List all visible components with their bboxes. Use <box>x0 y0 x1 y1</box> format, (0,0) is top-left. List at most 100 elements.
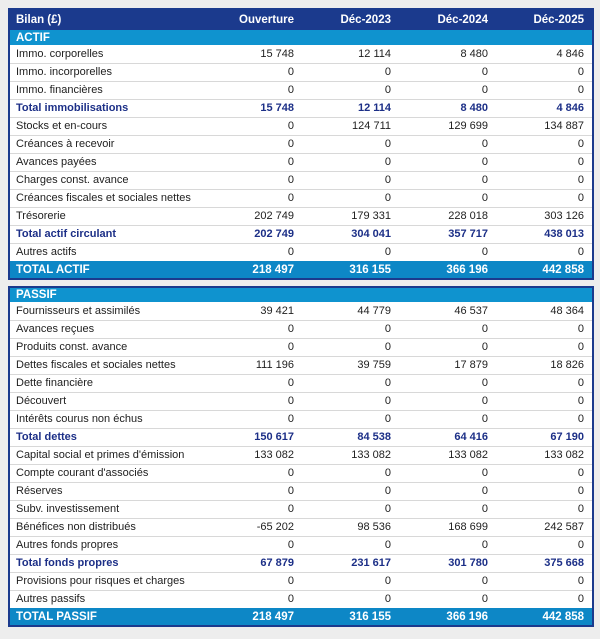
row-label: Immo. financières <box>9 80 205 99</box>
section-header-label: ACTIF <box>9 30 593 45</box>
table-row: Total immobilisations 15 748 12 114 8 48… <box>9 98 593 117</box>
row-value: 0 <box>496 188 593 207</box>
total-value: 316 155 <box>302 608 399 626</box>
table-row: Dette financière 0 0 0 0 <box>9 373 594 392</box>
row-label: Avances reçues <box>9 319 205 338</box>
row-label: Créances à recevoir <box>9 134 205 153</box>
row-value: 0 <box>399 409 496 428</box>
actif-rows: Immo. corporelles 15 748 12 114 8 480 4 … <box>9 45 593 261</box>
row-value: 150 617 <box>205 427 302 446</box>
row-label: Bénéfices non distribués <box>9 517 205 536</box>
row-value: 0 <box>496 319 594 338</box>
balance-sheet-passif-table: PASSIF Fournisseurs et assimilés 39 421 … <box>8 286 595 627</box>
row-value: 18 826 <box>496 355 594 374</box>
row-label: Subv. investissement <box>9 499 205 518</box>
row-value: 0 <box>496 499 594 518</box>
row-value: 0 <box>399 535 496 554</box>
row-value: 0 <box>205 242 302 261</box>
row-label: Produits const. avance <box>9 337 205 356</box>
row-label: Capital social et primes d'émission <box>9 445 205 464</box>
table-row: Autres actifs 0 0 0 0 <box>9 242 593 261</box>
row-value: 44 779 <box>357 304 391 317</box>
row-value: 133 082 <box>205 445 302 464</box>
row-value: 301 780 <box>399 553 496 572</box>
row-value: -65 202 <box>205 517 302 536</box>
row-label: Charges const. avance <box>9 170 205 189</box>
row-value: 0 <box>496 571 594 590</box>
row-value: 0 <box>496 391 594 410</box>
row-value: 111 196 <box>205 355 302 374</box>
row-label: Autres fonds propres <box>9 535 205 554</box>
row-value: 0 <box>399 463 496 482</box>
total-actif-label: TOTAL ACTIF <box>9 261 205 279</box>
row-value: 0 <box>399 499 496 518</box>
row-value: 46 537 <box>454 304 488 317</box>
row-value: 0 <box>496 535 594 554</box>
row-label: Autres actifs <box>9 242 205 261</box>
row-value: 0 <box>399 188 496 207</box>
table-row: Découvert 0 0 0 0 <box>9 391 594 410</box>
total-actif-row: TOTAL ACTIF 218 497 316 155 366 196 442 … <box>9 261 593 279</box>
row-value: 17 879 <box>399 355 496 374</box>
row-value: 0 <box>302 319 399 338</box>
row-value: 0 <box>302 463 399 482</box>
row-value: 228 018 <box>399 206 496 225</box>
row-value: 0 <box>302 589 399 608</box>
table-row: Autres fonds propres 0 0 0 0 <box>9 535 594 554</box>
row-value: 0 <box>496 337 594 356</box>
row-label: Autres passifs <box>9 589 205 608</box>
row-value: 0 <box>205 116 302 135</box>
row-value: 0 <box>205 170 302 189</box>
total-value: 218 497 <box>205 608 302 626</box>
row-value: 0 <box>399 481 496 500</box>
row-value: 84 538 <box>302 427 399 446</box>
row-value: 0 <box>399 170 496 189</box>
row-label: Dette financière <box>9 373 205 392</box>
table-row: Capital social et primes d'émission 133 … <box>9 445 594 464</box>
row-value: 0 <box>302 188 399 207</box>
row-value: 15 748 <box>205 98 302 117</box>
row-value: 124 711 <box>302 116 399 135</box>
section-header-actif: ACTIF <box>9 30 593 45</box>
row-value: 0 <box>496 170 593 189</box>
total-value: 442 858 <box>496 608 594 626</box>
row-value: 0 <box>496 152 593 171</box>
row-value: 0 <box>205 571 302 590</box>
row-value: 0 <box>496 62 593 81</box>
table-row: Charges const. avance 0 0 0 0 <box>9 170 593 189</box>
row-value: 0 <box>496 463 594 482</box>
row-value: 39 421 <box>260 304 294 317</box>
row-value: 15 748 <box>260 47 294 60</box>
row-value: 168 699 <box>399 517 496 536</box>
table-row: Immo. incorporelles 0 0 0 0 <box>9 62 593 81</box>
row-value: 0 <box>302 134 399 153</box>
row-value: 4 846 <box>496 98 593 117</box>
table-row: Total fonds propres 67 879 231 617 301 7… <box>9 553 594 572</box>
row-value: 0 <box>399 134 496 153</box>
row-value: 202 749 <box>205 206 302 225</box>
row-value: 67 190 <box>496 427 594 446</box>
total-value: 366 196 <box>399 608 496 626</box>
row-value: 0 <box>302 337 399 356</box>
row-label: Immo. corporelles <box>16 47 104 60</box>
row-value: 98 536 <box>302 517 399 536</box>
row-value: 0 <box>496 80 593 99</box>
row-value: 304 041 <box>302 224 399 243</box>
row-label: Intérêts courus non échus <box>9 409 205 428</box>
total-passif-label: TOTAL PASSIF <box>9 608 205 626</box>
row-value: 0 <box>399 337 496 356</box>
row-value: 0 <box>205 152 302 171</box>
row-value: 134 887 <box>496 116 593 135</box>
table-row: Intérêts courus non échus 0 0 0 0 <box>9 409 594 428</box>
column-header-dec-2023: Déc-2023 <box>302 9 399 30</box>
row-label: Fournisseurs et assimilés <box>16 304 141 317</box>
table-row: Avances payées 0 0 0 0 <box>9 152 593 171</box>
table-row: Autres passifs 0 0 0 0 <box>9 589 594 608</box>
table-row: Immo. financières 0 0 0 0 <box>9 80 593 99</box>
row-value: 0 <box>302 373 399 392</box>
table-row: Stocks et en-cours 0 124 711 129 699 134… <box>9 116 593 135</box>
row-value: 0 <box>205 535 302 554</box>
row-label: Total immobilisations <box>9 98 205 117</box>
row-value: 0 <box>302 62 399 81</box>
table-row: Trésorerie 202 749 179 331 228 018 303 1… <box>9 206 593 225</box>
